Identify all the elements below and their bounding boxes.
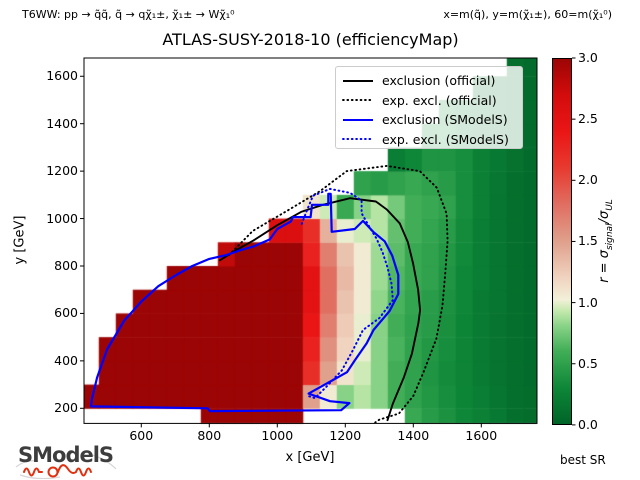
colorbar-tick-label: 0.0 xyxy=(578,416,598,432)
legend-label: exp. excl. (SModelS) xyxy=(382,131,509,147)
colorbar-tick-label: 2.0 xyxy=(578,172,598,188)
legend-line-sample xyxy=(342,138,374,141)
legend-label: exclusion (SModelS) xyxy=(382,112,508,128)
colorbar xyxy=(552,58,572,425)
x-axis-label: x [GeV] xyxy=(285,450,335,465)
legend-label: exclusion (official) xyxy=(382,73,496,89)
legend-row: exp. excl. (official) xyxy=(342,91,522,111)
x-tick-label: 800 xyxy=(197,428,222,443)
logo-squiggle-icon xyxy=(15,454,117,479)
plot-title: ATLAS-SUSY-2018-10 (efficiencyMap) xyxy=(162,30,459,49)
y-tick-label: 1600 xyxy=(46,68,78,84)
x-tick-label: 600 xyxy=(129,428,154,443)
colorbar-tick-label: 1.0 xyxy=(578,294,598,310)
legend-line-sample xyxy=(342,99,374,102)
smodels-logo: SModelS xyxy=(12,441,122,479)
y-tick-label: 600 xyxy=(54,305,78,321)
x-tick-label: 1200 xyxy=(329,428,362,443)
y-tick-label: 200 xyxy=(54,400,78,416)
x-tick-label: 1000 xyxy=(261,428,294,443)
colorbar-tick-label: 3.0 xyxy=(578,50,598,65)
y-axis-label: y [GeV] xyxy=(12,215,28,265)
y-tick-label: 1400 xyxy=(46,115,78,131)
colorbar-tick-label: 0.5 xyxy=(578,355,598,371)
curve-solid xyxy=(89,192,400,413)
best-sr-label: best SR xyxy=(560,453,606,467)
legend-line-sample xyxy=(343,79,373,82)
colorbar-tick-label: 1.5 xyxy=(578,233,598,249)
process-label: T6WW: pp → q̃q̃, q̃ → qχ̃₁±, χ̃₁± → Wχ̃₁… xyxy=(22,8,235,21)
curve-dotted xyxy=(300,187,394,400)
curve-solid xyxy=(218,197,422,422)
logo-text: SModelS xyxy=(18,443,114,467)
y-tick-label: 1200 xyxy=(46,163,78,179)
colorbar-label: r = σsignal/σUL xyxy=(597,199,615,283)
legend-row: exclusion (official) xyxy=(342,71,522,91)
curve-dotted xyxy=(228,164,449,424)
legend-row: exp. excl. (SModelS) xyxy=(342,130,522,150)
legend-line-sample xyxy=(343,118,373,121)
x-tick-label: 1600 xyxy=(465,428,498,443)
colorbar-tick-label: 2.5 xyxy=(578,111,598,127)
y-tick-label: 400 xyxy=(54,352,78,368)
plot-border xyxy=(83,57,538,424)
legend-label: exp. excl. (official) xyxy=(382,92,497,108)
legend: exclusion (official) exp. excl. (official… xyxy=(335,66,523,149)
legend-row: exclusion (SModelS) xyxy=(342,110,522,130)
x-tick-label: 1400 xyxy=(397,428,430,443)
y-tick-label: 1000 xyxy=(46,210,78,226)
y-tick-label: 800 xyxy=(54,257,78,273)
axes-note: x=m(q̃), y=m(χ̃₁±), 60=m(χ̃₁⁰) xyxy=(443,8,612,21)
